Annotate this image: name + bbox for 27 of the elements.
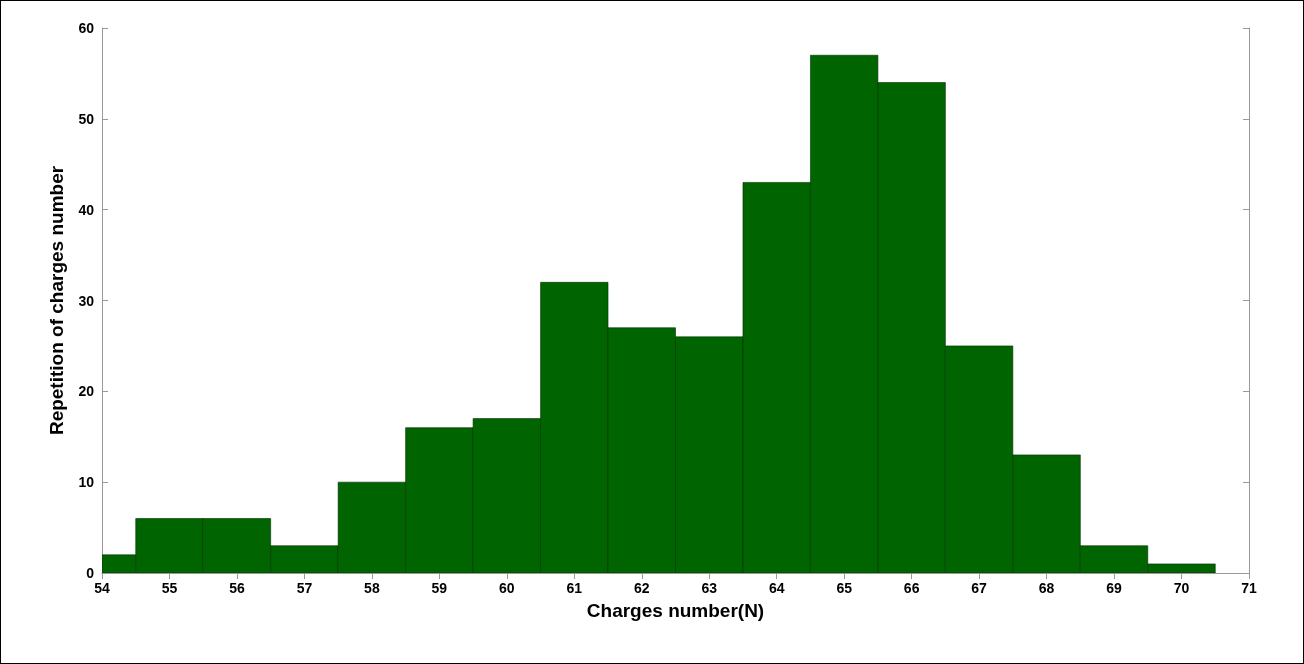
- x-tick-label: 61: [566, 580, 583, 596]
- x-tick-label: 57: [296, 580, 313, 596]
- x-tick-label: 55: [161, 580, 178, 596]
- y-tick-label: 10: [78, 474, 95, 491]
- y-tick-label: 30: [78, 292, 95, 309]
- x-tick-label: 54: [94, 580, 110, 596]
- x-tick-label: 69: [1106, 580, 1123, 596]
- x-tick-label: 70: [1173, 580, 1190, 596]
- x-axis-title: Charges number(N): [586, 600, 765, 621]
- x-tick-label: 58: [364, 580, 380, 596]
- x-tick-label: 56: [229, 580, 245, 596]
- x-tick-label: 67: [971, 580, 988, 596]
- x-tick-label: 65: [836, 580, 853, 596]
- x-tick-label: 60: [499, 580, 515, 596]
- x-tick-label: 66: [903, 580, 920, 596]
- y-tick-label: 0: [86, 565, 95, 581]
- y-tick-label: 40: [78, 201, 95, 218]
- x-tick-label: 59: [431, 580, 448, 596]
- x-tick-label: 68: [1038, 580, 1055, 596]
- y-tick-label: 50: [78, 110, 95, 127]
- x-tick-label: 71: [1241, 580, 1257, 596]
- x-tick-label: 63: [701, 580, 718, 596]
- y-tick-label: 20: [78, 383, 95, 400]
- y-axis-title: Repetition of charges number: [46, 165, 67, 436]
- x-tick-label: 62: [633, 580, 650, 596]
- y-tick-label: 60: [78, 20, 95, 36]
- x-tick-label: 64: [768, 580, 785, 596]
